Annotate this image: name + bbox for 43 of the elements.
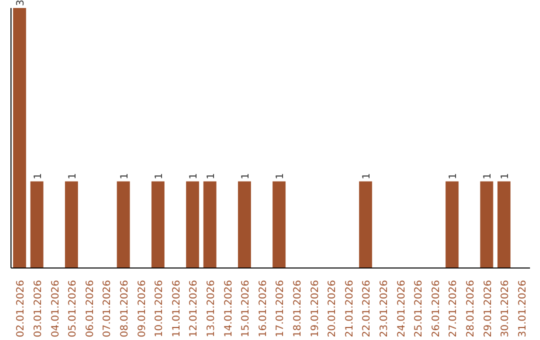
data-label: 1 [206,172,217,180]
x-tick-label: 28.01.2026 [465,280,476,338]
x-tick-label: 25.01.2026 [414,280,425,338]
data-label: 1 [119,172,130,180]
x-tick-label: 15.01.2026 [240,280,252,338]
x-tick-label: 03.01.2026 [32,280,44,338]
x-tick-label: 08.01.2026 [119,280,130,338]
data-label: 1 [240,172,252,180]
x-tick-label: 31.01.2026 [517,280,528,338]
x-tick-label: 14.01.2026 [223,280,234,338]
data-label: 1 [482,172,494,180]
x-tick-label: 06.01.2026 [84,280,96,338]
x-tick-label: 23.01.2026 [378,280,390,338]
data-label: 1 [188,172,200,180]
x-tick-label: 11.01.2026 [171,280,182,338]
x-tick-label: 12.01.2026 [188,280,200,338]
x-tick-label: 09.01.2026 [136,280,148,338]
data-label: 1 [362,172,373,180]
x-tick-label: 17.01.2026 [275,280,286,338]
x-tick-label: 30.01.2026 [500,280,512,338]
data-label: 1 [275,172,286,180]
data-label: 1 [32,172,44,180]
x-tick-label: 05.01.2026 [68,280,79,338]
data-label: 1 [154,172,165,180]
data-label: 1 [500,172,511,180]
data-label: 1 [448,172,460,180]
x-tick-label: 29.01.2026 [482,280,494,338]
x-tick-label: 04.01.2026 [50,280,62,338]
x-tick-label: 21.01.2026 [344,280,356,338]
x-tick-label: 24.01.2026 [396,280,408,338]
x-tick-label: 19.01.2026 [310,280,321,338]
data-label: 3 [16,0,27,6]
x-tick-label: 18.01.2026 [292,280,304,338]
data-label: 1 [67,172,78,180]
x-tick-label: 02.01.2026 [16,280,27,338]
x-tick-label: 26.01.2026 [430,280,442,338]
x-tick-label: 20.01.2026 [327,280,338,338]
x-tick-label: 07.01.2026 [102,280,114,338]
x-tick-label: 22.01.2026 [362,280,373,338]
x-tick-label: 16.01.2026 [258,280,269,338]
x-tick-label: 27.01.2026 [448,280,460,338]
x-tick-label: 13.01.2026 [206,280,217,338]
x-tick-label: 10.01.2026 [154,280,166,338]
